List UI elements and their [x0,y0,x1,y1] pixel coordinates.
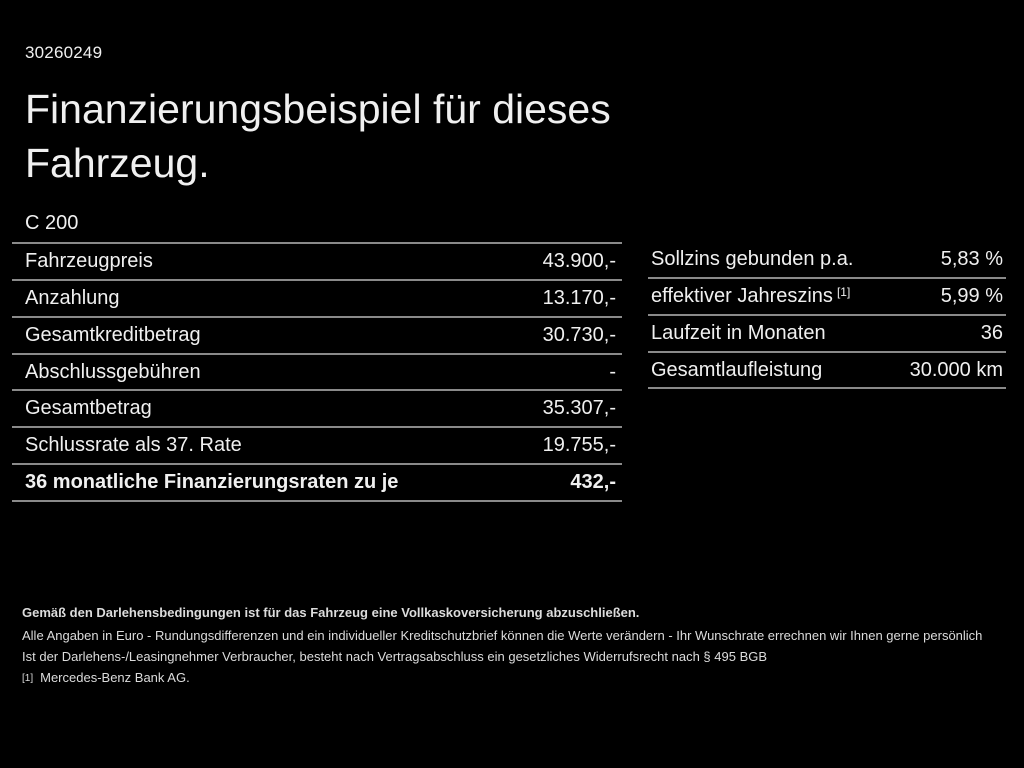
footnote: [1] Mercedes-Benz Bank AG. [22,669,190,687]
row-label: Fahrzeugpreis [25,249,153,272]
table-row: Schlussrate als 37. Rate 19.755,- [12,428,622,466]
row-value: 43.900,- [542,249,616,272]
row-label: Gesamtlaufleistung [651,358,823,381]
table-row: Laufzeit in Monaten 36 [648,316,1006,353]
table-row: Anzahlung 13.170,- [12,281,622,318]
table-row-monthly-rate: 36 monatliche Finanzierungsraten zu je 4… [12,465,622,503]
page-title-line-2: Fahrzeug. [25,140,210,186]
footnote-reference: [1] [836,284,851,299]
document-number: 30260249 [25,43,103,62]
row-value: 13.170,- [542,286,616,309]
table-row: Gesamtkreditbetrag 30.730,- [12,318,622,355]
disclaimer-line-1: Alle Angaben in Euro - Rundungsdifferenz… [22,628,983,643]
row-label: Sollzins gebunden p.a. [651,247,854,270]
row-value: 30.000 km [909,358,1003,381]
row-label: Gesamtkreditbetrag [25,323,201,346]
table-row: Gesamtlaufleistung 30.000 km [648,353,1006,390]
disclaimer-line-2: Ist der Darlehens-/Leasingnehmer Verbrau… [22,649,768,664]
page-title: Finanzierungsbeispiel für dieses Fahrzeu… [25,82,611,190]
row-value: 36 [980,321,1003,344]
vehicle-model: C 200 [25,212,79,234]
row-label: Abschlussgebühren [25,360,201,383]
row-label: effektiver Jahreszins [1] [651,284,851,307]
row-label: Schlussrate als 37. Rate [25,434,242,457]
footnote-marker: [1] [22,673,34,684]
row-label: 36 monatliche Finanzierungsraten zu je [25,471,399,494]
row-value: 5,83 % [940,247,1003,270]
row-value: 30.730,- [542,323,616,346]
row-value: 5,99 % [940,284,1003,307]
row-value: - [609,360,616,383]
row-label: Laufzeit in Monaten [651,321,826,344]
table-row: Abschlussgebühren - [12,355,622,392]
table-row: Sollzins gebunden p.a. 5,83 % [648,242,1006,279]
row-value: 35.307,- [542,397,616,420]
row-value: 19.755,- [542,434,616,457]
table-row: Gesamtbetrag 35.307,- [12,391,622,429]
row-label: Gesamtbetrag [25,397,152,420]
table-row: effektiver Jahreszins [1] 5,99 % [648,279,1006,316]
financing-table: Fahrzeugpreis 43.900,- Anzahlung 13.170,… [12,242,622,503]
table-row: Fahrzeugpreis 43.900,- [12,244,622,281]
insurance-requirement-note: Gemäß den Darlehensbedingungen ist für d… [22,605,640,620]
page-title-line-1: Finanzierungsbeispiel für dieses [25,86,611,132]
row-label: Anzahlung [25,286,120,309]
footnote-text: Mercedes-Benz Bank AG. [40,670,190,685]
row-value: 432,- [570,471,616,494]
conditions-table: Sollzins gebunden p.a. 5,83 % effektiver… [648,242,1006,390]
